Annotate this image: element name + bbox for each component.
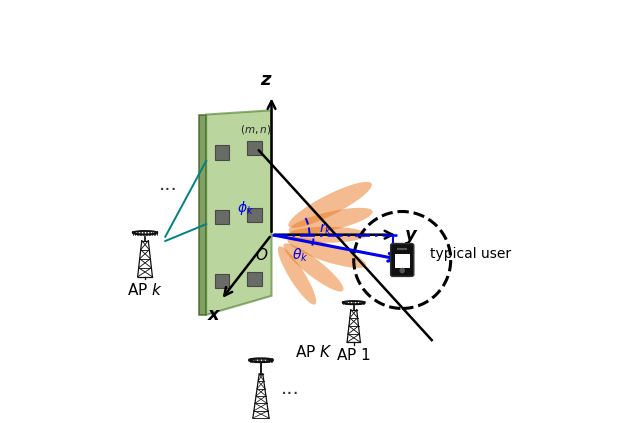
Text: AP $K$: AP $K$ [294, 344, 332, 360]
Ellipse shape [287, 237, 366, 268]
Text: AP $1$: AP $1$ [337, 347, 371, 363]
Text: $\boldsymbol{x}$: $\boldsymbol{x}$ [207, 306, 222, 324]
Text: $\phi_k$: $\phi_k$ [237, 198, 254, 217]
Circle shape [400, 269, 404, 273]
FancyBboxPatch shape [248, 208, 262, 222]
FancyBboxPatch shape [248, 272, 262, 286]
Text: $r_k$: $r_k$ [319, 221, 333, 237]
Ellipse shape [284, 243, 344, 291]
FancyBboxPatch shape [248, 141, 262, 155]
Text: $O$: $O$ [255, 247, 268, 264]
Text: $\boldsymbol{z}$: $\boldsymbol{z}$ [260, 71, 273, 89]
FancyBboxPatch shape [214, 210, 229, 224]
Text: $\theta_k$: $\theta_k$ [292, 247, 308, 264]
Text: ...: ... [281, 379, 300, 398]
Ellipse shape [289, 182, 372, 228]
Text: $(m,n)$: $(m,n)$ [241, 123, 271, 136]
Ellipse shape [288, 227, 367, 243]
FancyBboxPatch shape [214, 146, 229, 159]
Polygon shape [198, 115, 206, 315]
Text: $\boldsymbol{y}$: $\boldsymbol{y}$ [404, 228, 419, 246]
FancyBboxPatch shape [395, 254, 410, 269]
Text: typical user: typical user [429, 247, 511, 261]
FancyBboxPatch shape [390, 244, 414, 276]
Text: AP $k$: AP $k$ [127, 282, 163, 298]
Ellipse shape [289, 208, 372, 234]
Ellipse shape [278, 246, 316, 305]
FancyBboxPatch shape [214, 274, 229, 288]
Polygon shape [206, 110, 271, 315]
Text: ...: ... [159, 175, 177, 194]
